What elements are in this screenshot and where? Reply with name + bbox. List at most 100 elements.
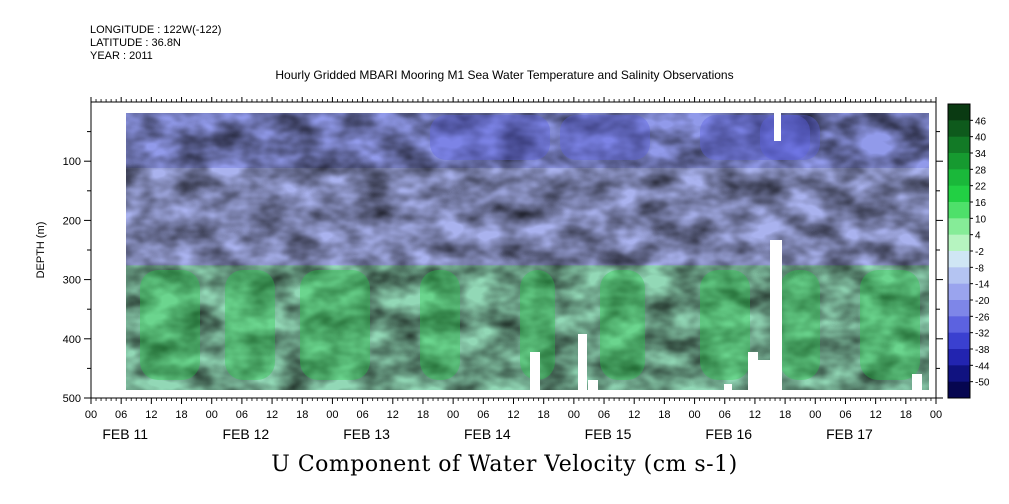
field-patch: [420, 270, 460, 380]
field-patch: [560, 115, 650, 160]
field-patch: [700, 270, 750, 380]
missing-data-gap: [774, 113, 781, 141]
colorbar-label: 46: [975, 116, 987, 127]
x-day-label: FEB 14: [464, 426, 511, 442]
x-tick-label: 00: [930, 409, 942, 421]
x-tick-label: 06: [115, 409, 127, 421]
colorbar-swatch: [948, 283, 970, 301]
x-tick-label: 12: [628, 409, 640, 421]
colorbar-label: -44: [975, 361, 990, 372]
x-day-label: FEB 12: [223, 426, 270, 442]
x-tick-label: 12: [507, 409, 519, 421]
x-tick-label: 12: [266, 409, 278, 421]
colorbar-swatch: [948, 136, 970, 154]
missing-data-gap: [912, 374, 922, 390]
x-tick-label: 12: [145, 409, 157, 421]
field-patch: [780, 270, 820, 380]
missing-data-gap: [748, 352, 758, 390]
colorbar-label: 28: [975, 165, 987, 176]
x-day-label: FEB 11: [102, 426, 148, 442]
field-patch: [300, 270, 370, 380]
field-patch: [430, 115, 550, 160]
colorbar-swatch: [948, 234, 970, 252]
x-tick-label: 00: [688, 409, 700, 421]
x-tick-label: 00: [206, 409, 218, 421]
x-tick-label: 18: [538, 409, 550, 421]
x-tick-label: 18: [175, 409, 187, 421]
field-patch: [760, 115, 820, 160]
x-day-label: FEB 13: [343, 426, 390, 442]
missing-data-gap: [588, 380, 598, 390]
colorbar-swatch: [948, 251, 970, 268]
velocity-field: [126, 113, 929, 390]
y-tick-label: 100: [63, 156, 81, 168]
x-tick-label: 06: [356, 409, 368, 421]
colorbar-swatch: [948, 332, 970, 350]
x-day-label: FEB 17: [826, 426, 873, 442]
colorbar-label: 16: [975, 198, 987, 209]
metadata-header: LONGITUDE : 122W(-122) LATITUDE : 36.8N …: [90, 24, 221, 63]
x-tick-label: 00: [85, 409, 97, 421]
colorbar-swatch: [948, 365, 970, 383]
colorbar-swatch: [948, 104, 970, 121]
x-tick-label: 18: [417, 409, 429, 421]
colorbar-label: 22: [975, 182, 987, 193]
colorbar-label: 10: [975, 214, 987, 225]
x-tick-label: 00: [447, 409, 459, 421]
colorbar-label: -2: [975, 247, 984, 258]
chart-title: Hourly Gridded MBARI Mooring M1 Sea Wate…: [275, 68, 734, 82]
field-patch: [700, 115, 810, 160]
x-tick-label: 18: [779, 409, 791, 421]
colorbar-label: -32: [975, 329, 990, 340]
field-texture: [126, 113, 929, 390]
colorbar-swatch: [948, 381, 970, 399]
colorbar-label: 34: [975, 149, 987, 160]
x-tick-label: 18: [296, 409, 308, 421]
colorbar-label: -38: [975, 345, 990, 356]
x-axis: 00 06 12 18 00 06 12 18 00 06 12 18 00 06 12 18 00 06 12 18…: [85, 97, 942, 442]
y-tick-label: 200: [63, 215, 81, 227]
x-tick-label: 06: [598, 409, 610, 421]
colorbar-swatch: [948, 316, 970, 334]
missing-data-gap: [530, 352, 540, 390]
x-tick-label: 06: [236, 409, 248, 421]
colorbar-swatch: [948, 218, 970, 236]
colorbar: 46 40 34 28 22 16 10 4 -2 -8 -14 -20 -26 -32 -38 -44 -50: [947, 103, 990, 399]
x-tick-label: 00: [326, 409, 338, 421]
colorbar-swatch: [948, 120, 970, 138]
field-patch: [600, 270, 645, 380]
y-tick-label: 500: [63, 393, 81, 405]
latitude-label: LATITUDE : 36.8N: [90, 37, 181, 49]
colorbar-swatch: [948, 300, 970, 317]
colorbar-swatch: [948, 169, 970, 187]
x-tick-label: 06: [477, 409, 489, 421]
x-tick-label: 12: [387, 409, 399, 421]
longitude-label: LONGITUDE : 122W(-122): [90, 24, 222, 36]
x-tick-label: 00: [568, 409, 580, 421]
colorbar-label: -8: [975, 263, 984, 274]
x-tick-label: 18: [658, 409, 670, 421]
x-tick-label: 06: [719, 409, 731, 421]
colorbar-swatch: [948, 349, 970, 366]
year-label: YEAR : 2011: [90, 50, 153, 62]
colorbar-label: -20: [975, 296, 990, 307]
colorbar-variable-label: U Component of Water Velocity (cm s-1): [271, 452, 738, 477]
missing-data-gap: [770, 240, 782, 390]
x-tick-label: 00: [809, 409, 821, 421]
colorbar-label: 40: [975, 133, 987, 144]
y-tick-label: 400: [63, 334, 81, 346]
x-tick-label: 12: [870, 409, 882, 421]
field-patch: [225, 270, 275, 380]
colorbar-swatch: [948, 153, 970, 170]
colorbar-label: -26: [975, 312, 990, 323]
field-patch: [860, 270, 920, 380]
y-axis-label: DEPTH (m): [35, 222, 47, 279]
field-patch: [520, 270, 555, 380]
field-patch: [140, 270, 200, 380]
missing-data-gap: [578, 334, 587, 390]
colorbar-label: -50: [975, 378, 990, 389]
colorbar-swatch: [948, 185, 970, 203]
x-tick-label: 12: [749, 409, 761, 421]
missing-data-gaps: [530, 113, 922, 390]
